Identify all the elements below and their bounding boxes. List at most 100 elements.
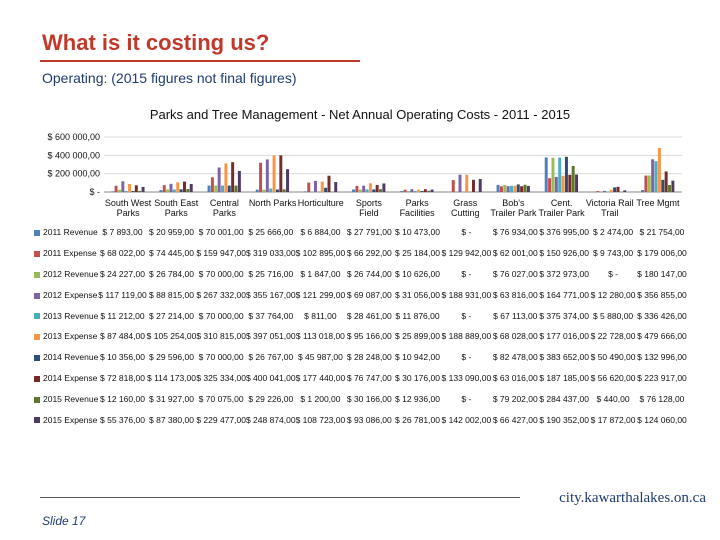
bar [613, 187, 617, 192]
data-label: $ 29 596,00 [149, 352, 194, 363]
title-underline [40, 60, 360, 62]
x-tick-label: Bob's Trailer Park [490, 198, 537, 218]
bar [159, 190, 163, 192]
bar [403, 189, 407, 192]
data-label: $ 63 016,00 [492, 372, 538, 383]
bar [417, 189, 421, 192]
data-label: $ 70 000,00 [198, 268, 244, 279]
legend-swatch [34, 354, 40, 361]
data-label: $ 28 248,00 [346, 352, 392, 363]
legend-swatch [34, 313, 40, 320]
bar [262, 189, 266, 192]
footer-divider [40, 497, 520, 498]
x-tick-label: Grass Cutting [450, 198, 480, 218]
bar [124, 190, 128, 192]
x-tick-label: Victoria Rail Trail [585, 198, 634, 218]
bar [568, 174, 572, 192]
y-tick-label: $ - [89, 187, 100, 197]
data-label: $ 124 060,00 [637, 414, 687, 425]
data-label: $ 10 626,00 [395, 268, 440, 279]
bar [303, 191, 307, 192]
data-label: $ 117 119,00 [98, 289, 147, 300]
data-label: $ 70 075,00 [198, 393, 244, 404]
bar [234, 185, 238, 192]
data-label: $ - [461, 268, 472, 279]
bar [265, 159, 269, 192]
bar [259, 162, 263, 192]
x-tick-label: South East Parks [154, 198, 199, 218]
bar [217, 167, 221, 192]
bar [128, 183, 132, 192]
bar [513, 185, 517, 192]
data-label: $ 284 437,00 [539, 393, 589, 404]
bar [224, 163, 228, 192]
data-label: $ 6 884,00 [300, 227, 341, 238]
data-label: $ 375 374,00 [539, 310, 589, 321]
data-label: $ 7 893,00 [102, 227, 143, 238]
bar [596, 191, 600, 192]
data-label: $ 31 056,00 [395, 289, 440, 300]
data-label: $ 87 380,00 [149, 414, 194, 425]
bar [362, 185, 366, 192]
data-label: $ 76 934,00 [492, 227, 538, 238]
data-label: $ 150 926,00 [539, 248, 589, 259]
legend-swatch [34, 230, 40, 237]
table-row: 2014 Expense $ 72 818,00 $ 114 173,00 $ 325… [34, 368, 687, 389]
data-label: $ 95 166,00 [346, 331, 392, 342]
bar [400, 191, 404, 192]
bar [406, 191, 410, 192]
bar [365, 189, 369, 192]
bar [499, 186, 503, 192]
data-label: $ 372 973,00 [539, 268, 589, 279]
bar [372, 189, 376, 192]
data-label: $ 21 754,00 [639, 227, 685, 238]
data-label: $ 30 176,00 [395, 372, 440, 383]
data-label: $ - [461, 393, 472, 404]
data-label: $ 70 001,00 [198, 227, 244, 238]
data-label: $ 129 942,00 [441, 248, 492, 259]
table-row: 2013 Revenue $ 11 212,00 $ 27 214,00 $ 70 0… [34, 305, 687, 326]
data-label: $ 25 716,00 [248, 268, 294, 279]
bar [575, 174, 579, 192]
data-label: $ 179 006,00 [637, 248, 687, 259]
data-label: $ 26 781,00 [395, 414, 440, 425]
bar [661, 179, 665, 192]
x-tick-label: Sports Field [355, 198, 382, 218]
bar [503, 185, 507, 192]
bar [141, 186, 145, 192]
bar [561, 175, 565, 192]
series-name: 2014 Expense [43, 372, 98, 383]
bar [352, 189, 356, 192]
bar [121, 181, 125, 192]
series-label: 2014 Revenue [34, 347, 98, 368]
data-label: $ 62 001,00 [492, 248, 538, 259]
bar [334, 182, 338, 192]
bar [327, 175, 331, 192]
data-label: $ 87 484,00 [100, 331, 145, 342]
data-label: $ 24 227,00 [100, 268, 145, 279]
bar [169, 183, 173, 192]
data-label: $ 82 478,00 [492, 352, 538, 363]
table-row: 2011 Expense $ 68 022,00 $ 74 445,00 $ 159 … [34, 243, 687, 264]
bar [510, 185, 514, 192]
data-label: $ 356 855,00 [637, 289, 687, 300]
data-table: 2011 Revenue $ 7 893,00 $ 20 959,00 $ 70 00… [34, 222, 687, 430]
table-row: 2015 Revenue $ 12 160,00 $ 31 927,00 $ 70 0… [34, 388, 687, 409]
bar [134, 185, 138, 192]
bar [423, 189, 427, 192]
data-label: $ 26 767,00 [248, 352, 294, 363]
data-label: $ 29 226,00 [248, 393, 294, 404]
bar [603, 190, 606, 192]
series-label: 2012 Expense [34, 284, 98, 305]
x-tick-label: Tree Mgmt [636, 198, 680, 208]
bar [551, 157, 555, 192]
data-label: $ 67 113,00 [493, 310, 538, 321]
data-label: $ 11 876,00 [395, 310, 440, 321]
bar [554, 176, 558, 192]
legend-swatch [34, 271, 40, 278]
bar [548, 178, 552, 192]
data-label: $ 10 942,00 [395, 352, 440, 363]
data-label: $ 177 016,00 [539, 331, 589, 342]
data-label: $ - [461, 310, 472, 321]
data-label: $ 133 090,00 [441, 372, 492, 383]
